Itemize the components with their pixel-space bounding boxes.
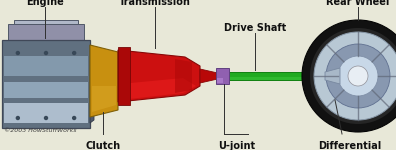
Polygon shape xyxy=(120,78,196,100)
Circle shape xyxy=(72,116,76,120)
Bar xyxy=(217,78,223,83)
Bar xyxy=(216,68,229,84)
Bar xyxy=(4,103,88,123)
Polygon shape xyxy=(2,40,90,128)
Text: Transmission: Transmission xyxy=(119,0,191,7)
Polygon shape xyxy=(8,24,84,40)
Circle shape xyxy=(338,56,378,96)
Circle shape xyxy=(44,51,48,55)
Polygon shape xyxy=(90,45,118,117)
Polygon shape xyxy=(325,68,340,84)
Polygon shape xyxy=(175,59,192,93)
Circle shape xyxy=(310,28,396,124)
Text: Rear Wheel: Rear Wheel xyxy=(326,0,390,7)
Polygon shape xyxy=(200,69,222,83)
Text: ©2003 HowStuffWorks: ©2003 HowStuffWorks xyxy=(4,128,76,133)
Text: Clutch: Clutch xyxy=(86,141,120,150)
Circle shape xyxy=(348,66,368,86)
Polygon shape xyxy=(118,50,200,102)
Text: Engine: Engine xyxy=(26,0,64,7)
Polygon shape xyxy=(92,86,116,112)
Circle shape xyxy=(44,116,48,120)
Bar xyxy=(312,68,325,84)
Bar xyxy=(4,82,88,98)
Circle shape xyxy=(314,32,396,120)
Circle shape xyxy=(326,44,390,108)
Bar xyxy=(222,72,320,80)
Text: Differential: Differential xyxy=(318,141,382,150)
Bar xyxy=(222,77,320,80)
Circle shape xyxy=(302,20,396,132)
Polygon shape xyxy=(90,45,94,123)
Circle shape xyxy=(72,51,76,55)
Text: Drive Shaft: Drive Shaft xyxy=(224,23,286,33)
Bar xyxy=(313,78,319,83)
Bar xyxy=(118,47,130,105)
Bar xyxy=(4,56,88,76)
Polygon shape xyxy=(14,20,78,24)
Text: U-joint: U-joint xyxy=(219,141,255,150)
Circle shape xyxy=(15,116,20,120)
Circle shape xyxy=(15,51,20,55)
